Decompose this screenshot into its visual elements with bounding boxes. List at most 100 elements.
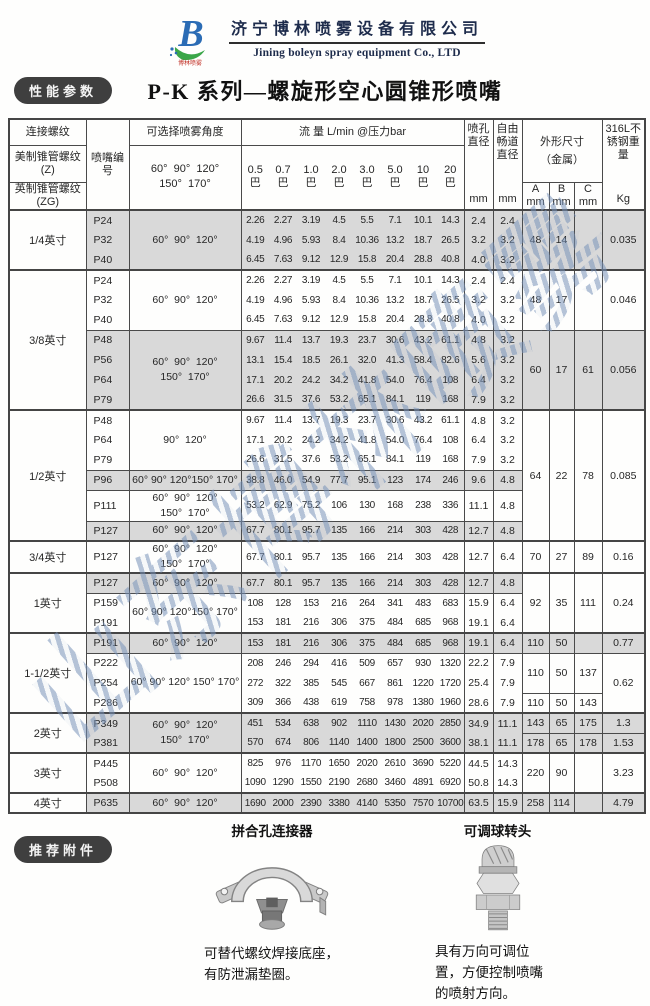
flow-cell: 5.93 bbox=[301, 294, 321, 306]
flow-cell: 108 bbox=[240, 592, 269, 613]
header-thread-us: 美制锥管螺纹 (Z) bbox=[9, 145, 86, 183]
table-header: 连接螺纹 喷嘴编号 可选择喷雾角度 流 量 L/min @压力bar 喷孔直径 m… bbox=[9, 119, 646, 210]
flow-cell: 23.7 bbox=[353, 409, 381, 430]
flow-cell: 9.12 bbox=[301, 314, 321, 326]
header-pressure: 10 巴 bbox=[416, 164, 430, 190]
flow-cell: 119 bbox=[409, 390, 437, 410]
table-row: P286 309 366 438 619 758 978 1380 1960 28.6 7.9 110… bbox=[9, 692, 645, 713]
ball-swivel-image bbox=[475, 845, 520, 931]
flow-cell: 208 bbox=[240, 652, 269, 673]
dim-b-cell: 50 bbox=[548, 692, 575, 713]
flow-cell: 77.7 bbox=[325, 469, 353, 490]
flow-cell: 65.1 bbox=[353, 390, 381, 410]
nozzle-cell: P635 bbox=[85, 792, 129, 813]
table-row: P40 6.45 7.63 9.12 12.9 15.8 20.4 28.8 40.8 4.0 3.… bbox=[9, 250, 645, 270]
flow-cell: 20.4 bbox=[381, 250, 409, 270]
flow-cell: 41.3 bbox=[381, 350, 409, 370]
logo-swoosh bbox=[174, 47, 205, 61]
weight-cell: 1.53 bbox=[601, 732, 646, 753]
header-dims: 外形尺寸 （金属） bbox=[521, 119, 603, 183]
flow-cell: 303 bbox=[409, 540, 437, 573]
flow-cell: 1110 bbox=[353, 712, 381, 733]
table-row: 3英寸 P445 60° 90° 120° 825 976 1170 1650 2020 261… bbox=[9, 752, 646, 793]
angle-cell: 60° 90° 120°150° 170° bbox=[128, 592, 241, 633]
flow-cell: 24.2 bbox=[297, 370, 325, 390]
flow-cell: 128 bbox=[269, 592, 297, 613]
size-cell: 1/2英寸 bbox=[9, 409, 86, 541]
table-row: 1英寸 P127 60° 90° 120° 67.7 80.1 95.7 135 166 214… bbox=[9, 572, 646, 633]
table-row: P56 13.1 15.4 18.5 26.1 32.0 41.3 58.4 82.6 5.6 3.… bbox=[9, 350, 645, 370]
flow-cell: 5350 bbox=[381, 792, 409, 813]
flow-cell: 6.45 bbox=[240, 310, 269, 330]
flow-cell: 181 bbox=[275, 617, 291, 628]
accessory-clamp-title: 拼合孔连接器 bbox=[231, 824, 313, 839]
flow-cell: 3690 bbox=[409, 752, 437, 773]
table-row: P64 17.1 20.2 24.2 34.2 41.8 54.0 76.4 108 6.4 3.2 bbox=[9, 430, 645, 450]
flow-cell: 80.1 bbox=[269, 572, 297, 593]
flow-cell: 40.8 bbox=[437, 250, 465, 270]
nozzle-cell: P40 bbox=[85, 250, 129, 270]
flow-cell: 106 bbox=[325, 489, 353, 521]
dim-a-cell: 110 bbox=[521, 692, 550, 713]
flow-cell: 53.2 bbox=[329, 454, 349, 466]
weight-cell: 0.16 bbox=[601, 540, 646, 573]
table-row: 1/2英寸 P48 90° 120° 9.67 11.4 13.7 19.3 23.7 30.6… bbox=[9, 409, 646, 541]
flow-cell: 58.4 bbox=[409, 350, 437, 370]
accessory-swivel-title: 可调球转头 bbox=[463, 824, 532, 839]
flow-cell: 20.2 bbox=[273, 434, 293, 446]
flow-cell: 619 bbox=[331, 697, 347, 708]
weight-cell: 4.79 bbox=[601, 792, 646, 813]
flow-cell: 67.7 bbox=[240, 520, 269, 541]
flow-cell: 438 bbox=[303, 697, 319, 708]
flow-cell: 1550 bbox=[300, 777, 322, 788]
angle-cell: 60° 90° 120° 150° 170° bbox=[128, 712, 241, 753]
flow-cell: 1320 bbox=[437, 652, 465, 673]
nozzle-cell: P349 bbox=[85, 712, 129, 733]
flow-cell: 82.6 bbox=[437, 350, 465, 370]
flow-cell: 19.3 bbox=[325, 329, 353, 350]
orifice-cell: 2.4 bbox=[463, 209, 494, 230]
flow-cell: 4.19 bbox=[240, 290, 269, 310]
size-cell: 3/4英寸 bbox=[9, 540, 86, 573]
flow-cell: 9.67 bbox=[240, 409, 269, 430]
orifice-cell: 3.2 bbox=[463, 230, 494, 250]
weight-cell: 0.035 bbox=[601, 209, 646, 270]
flow-cell: 46.0 bbox=[269, 469, 297, 490]
angle-cell: 60° 90° 120°150° 170° bbox=[128, 469, 241, 490]
nozzle-cell: P254 bbox=[85, 673, 129, 693]
dim-c-cell bbox=[573, 209, 603, 270]
dim-c-cell: 89 bbox=[573, 540, 603, 573]
nozzle-cell: P127 bbox=[85, 572, 129, 593]
flow-cell: 20.2 bbox=[269, 370, 297, 390]
free-passage-cell: 4.8 bbox=[492, 469, 523, 490]
flow-cell: 306 bbox=[331, 617, 347, 628]
flow-cell: 2020 bbox=[353, 752, 381, 773]
dim-c-cell bbox=[573, 632, 603, 653]
flow-cell: 303 bbox=[409, 572, 437, 593]
flow-cell: 861 bbox=[387, 677, 403, 689]
flow-cell: 28.8 bbox=[413, 314, 433, 326]
flow-cell: 19.3 bbox=[325, 409, 353, 430]
flow-cell: 15.8 bbox=[353, 250, 381, 270]
flow-cell: 2.27 bbox=[269, 269, 297, 290]
size-cell: 1-1/2英寸 bbox=[9, 632, 86, 713]
flow-cell: 2.27 bbox=[269, 209, 297, 230]
flow-cell: 7.1 bbox=[381, 269, 409, 290]
flow-cell: 174 bbox=[409, 469, 437, 490]
flow-cell: 10.1 bbox=[409, 269, 437, 290]
flow-cell: 26.5 bbox=[441, 294, 460, 306]
nozzle-cell: P381 bbox=[85, 733, 129, 753]
table-row: 3/4英寸 P127 60° 90° 120° 150° 170° 67.7 80.1 9… bbox=[9, 540, 646, 573]
table-row: P64 17.1 20.2 24.2 34.2 41.8 54.0 76.4 108 6.4 3.2 bbox=[9, 370, 645, 390]
flow-cell: 5.5 bbox=[353, 209, 381, 230]
dim-b-cell: 27 bbox=[548, 540, 575, 573]
flow-cell: 10700 bbox=[437, 792, 465, 813]
flow-cell: 1960 bbox=[439, 697, 461, 708]
flow-cell: 3.19 bbox=[297, 269, 325, 290]
header-pressure: 1.0 巴 bbox=[303, 164, 319, 190]
free-passage-cell: 6.4 bbox=[492, 613, 523, 633]
free-passage-cell: 3.2 bbox=[492, 390, 523, 410]
header-angle-options: 60° 90° 120° 150° 170° bbox=[128, 145, 241, 210]
flow-cell: 76.4 bbox=[409, 370, 437, 390]
size-cell: 2英寸 bbox=[9, 712, 86, 753]
